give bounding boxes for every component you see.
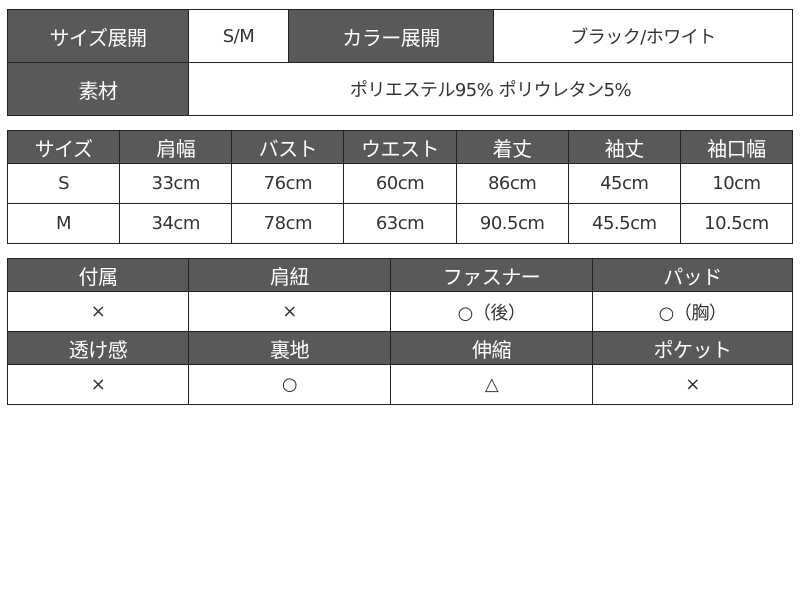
cell: ○ bbox=[188, 364, 391, 405]
size-table-header: サイズ 肩幅 バスト ウエスト 着丈 袖丈 袖口幅 bbox=[6, 130, 794, 164]
features-table: 付属 肩紐 ファスナー パッド × × ○（後） ○（胸） 透け感 裏地 伸縮 … bbox=[7, 258, 793, 405]
color-range-value: ブラック/ホワイト bbox=[493, 9, 793, 63]
header-cell: 袖丈 bbox=[567, 130, 681, 164]
size-table: サイズ 肩幅 バスト ウエスト 着丈 袖丈 袖口幅 S 33cm 76cm 60… bbox=[6, 130, 794, 244]
cell: ○（胸） bbox=[592, 291, 793, 332]
cell: 34cm bbox=[119, 203, 233, 244]
cell: 45cm bbox=[567, 163, 681, 204]
cell: 60cm bbox=[343, 163, 457, 204]
cell: 10cm bbox=[679, 163, 794, 204]
cell: × bbox=[188, 291, 391, 332]
color-range-label: カラー展開 bbox=[288, 9, 494, 63]
overview-table: サイズ展開 S/M カラー展開 ブラック/ホワイト 素材 ポリエステル95% ポ… bbox=[7, 9, 793, 116]
table-row: S 33cm 76cm 60cm 86cm 45cm 10cm bbox=[6, 163, 794, 204]
header-cell: パッド bbox=[592, 258, 793, 292]
cell: 76cm bbox=[231, 163, 345, 204]
header-cell: 着丈 bbox=[455, 130, 569, 164]
cell: S bbox=[6, 163, 121, 204]
cell: 78cm bbox=[231, 203, 345, 244]
material-label: 素材 bbox=[7, 62, 189, 116]
header-cell: 袖口幅 bbox=[679, 130, 794, 164]
table-row: M 34cm 78cm 63cm 90.5cm 45.5cm 10.5cm bbox=[6, 203, 794, 244]
header-cell: 肩紐 bbox=[188, 258, 391, 292]
header-cell: サイズ bbox=[6, 130, 121, 164]
cell: 10.5cm bbox=[679, 203, 794, 244]
table-row: × ○ △ × bbox=[7, 364, 793, 405]
header-cell: 裏地 bbox=[188, 331, 391, 365]
cell: 90.5cm bbox=[455, 203, 569, 244]
cell: ○（後） bbox=[390, 291, 593, 332]
size-range-value: S/M bbox=[188, 9, 289, 63]
table-row: × × ○（後） ○（胸） bbox=[7, 291, 793, 332]
header-cell: 肩幅 bbox=[119, 130, 233, 164]
header-cell: 付属 bbox=[7, 258, 189, 292]
header-cell: ポケット bbox=[592, 331, 793, 365]
cell: 33cm bbox=[119, 163, 233, 204]
header-cell: バスト bbox=[231, 130, 345, 164]
features-header: 付属 肩紐 ファスナー パッド bbox=[7, 258, 793, 292]
material-value: ポリエステル95% ポリウレタン5% bbox=[188, 62, 793, 116]
cell: 45.5cm bbox=[567, 203, 681, 244]
cell: 63cm bbox=[343, 203, 457, 244]
cell: × bbox=[7, 291, 189, 332]
cell: 86cm bbox=[455, 163, 569, 204]
header-cell: 伸縮 bbox=[390, 331, 593, 365]
header-cell: ウエスト bbox=[343, 130, 457, 164]
cell: M bbox=[6, 203, 121, 244]
features-header: 透け感 裏地 伸縮 ポケット bbox=[7, 331, 793, 365]
cell: × bbox=[592, 364, 793, 405]
size-range-label: サイズ展開 bbox=[7, 9, 189, 63]
cell: × bbox=[7, 364, 189, 405]
cell: △ bbox=[390, 364, 593, 405]
header-cell: ファスナー bbox=[390, 258, 593, 292]
header-cell: 透け感 bbox=[7, 331, 189, 365]
